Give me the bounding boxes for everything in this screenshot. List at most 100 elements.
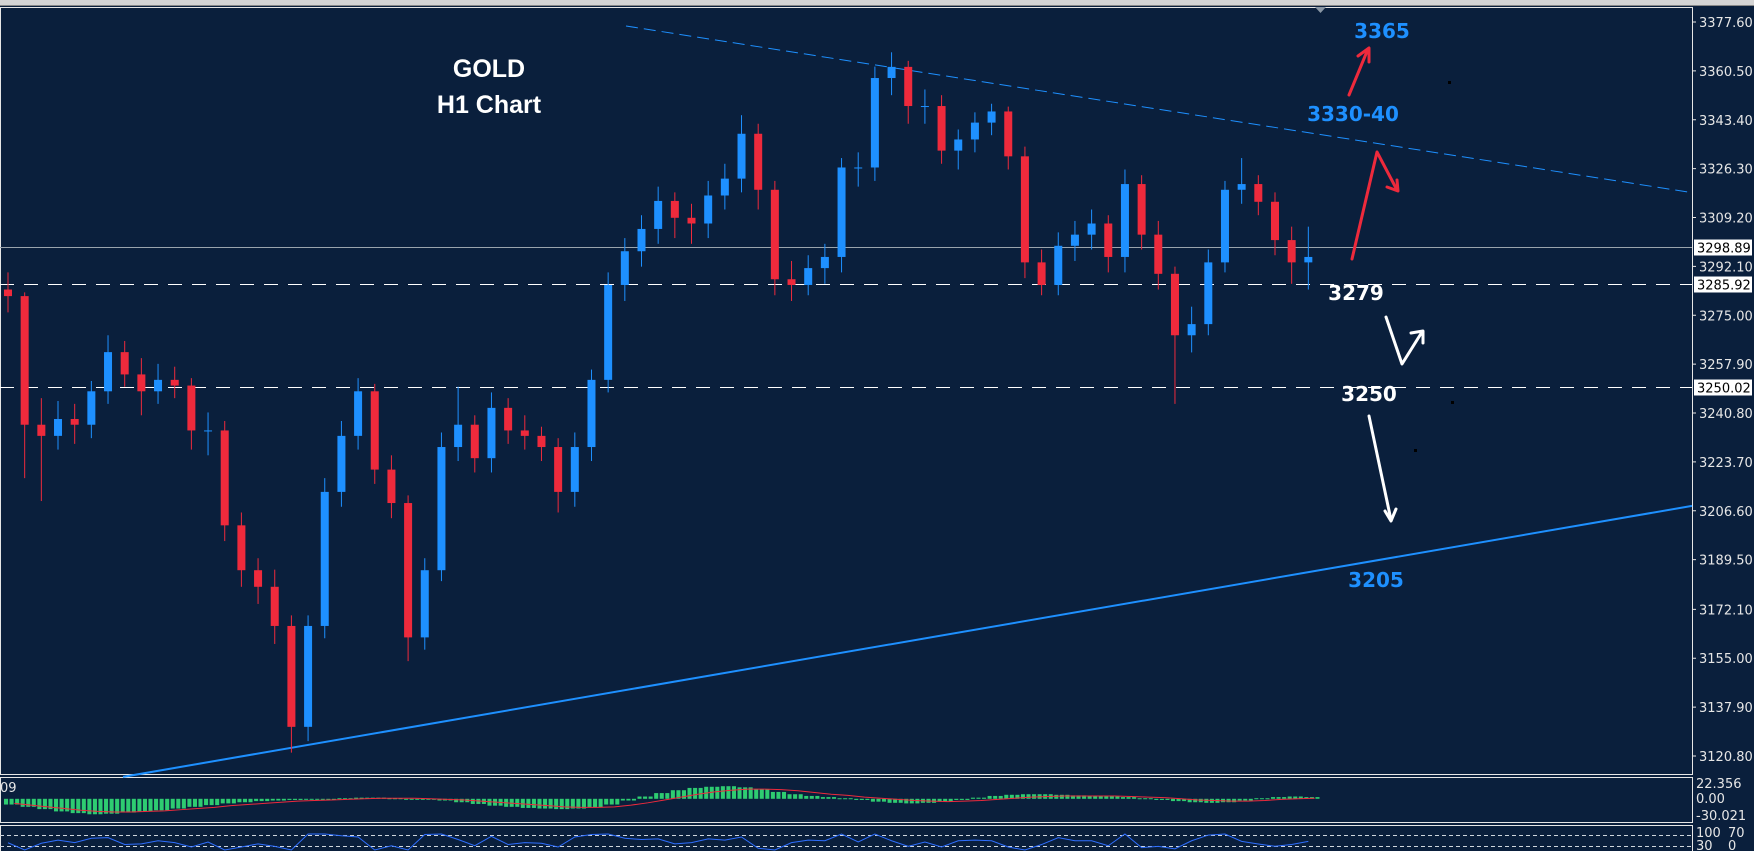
- macd-histogram-bar: [409, 798, 414, 800]
- candle-body: [1037, 262, 1046, 285]
- y-tick-label: 3189.50: [1699, 554, 1753, 569]
- candle-body: [37, 424, 46, 436]
- macd-histogram-bar: [87, 798, 92, 815]
- candle-body: [987, 111, 996, 123]
- macd-histogram-bar: [1293, 796, 1298, 799]
- candle-body: [437, 447, 446, 571]
- y-tick-label: 3137.90: [1699, 701, 1753, 716]
- macd-histogram-bar: [1276, 797, 1281, 799]
- candle: [54, 401, 63, 450]
- macd-histogram-bar: [1098, 795, 1103, 799]
- candle-body: [787, 279, 796, 285]
- candle: [954, 129, 963, 170]
- macd-histogram-bar: [1248, 798, 1253, 801]
- candle-body: [204, 430, 213, 432]
- macd-histogram-bar: [1159, 798, 1164, 800]
- candle: [854, 152, 863, 187]
- chart-subtitle: H1 Chart: [437, 91, 542, 119]
- candle: [470, 415, 479, 473]
- macd-histogram-bar: [793, 794, 798, 799]
- candle-body: [804, 268, 813, 285]
- candle: [570, 432, 579, 507]
- macd-histogram-bar: [1076, 795, 1081, 799]
- chart-shift-marker-icon[interactable]: [1315, 7, 1326, 13]
- macd-histogram-bar: [937, 798, 942, 802]
- candle-body: [404, 503, 413, 638]
- candle-body: [20, 296, 29, 425]
- macd-histogram-bar: [165, 798, 170, 811]
- macd-histogram-bar: [959, 798, 964, 800]
- price-level-tag-text: 3298.89: [1697, 242, 1751, 257]
- candle-body: [1120, 184, 1129, 257]
- macd-histogram-bar: [737, 787, 742, 799]
- macd-histogram-bar: [459, 798, 464, 803]
- macd-histogram-bar: [9, 798, 14, 805]
- y-tick-label: 3309.20: [1699, 212, 1753, 227]
- candle: [1154, 220, 1163, 290]
- macd-histogram-bar: [831, 797, 837, 799]
- candle: [87, 380, 96, 439]
- macd-histogram-bar: [359, 797, 364, 799]
- macd-histogram-bar: [1298, 796, 1303, 799]
- candle-body: [587, 379, 596, 448]
- candle-body: [1070, 234, 1079, 246]
- candle-body: [487, 407, 496, 459]
- macd-histogram-bar: [1004, 794, 1009, 799]
- macd-histogram-bar: [604, 798, 609, 805]
- candle-body: [954, 139, 963, 151]
- candle: [37, 398, 46, 502]
- red-arrow-up-to-3365-icon: [1347, 46, 1371, 97]
- macd-histogram-bar: [665, 793, 670, 799]
- macd-histogram-bar: [1143, 798, 1148, 800]
- macd-histogram-bar: [676, 790, 681, 799]
- macd-histogram-bar: [220, 798, 225, 804]
- candle-body: [1170, 273, 1179, 336]
- macd-histogram-bar: [681, 790, 687, 799]
- macd-histogram-bar: [943, 798, 948, 802]
- macd-histogram-bar: [1259, 798, 1264, 800]
- candle: [270, 569, 279, 644]
- candle: [770, 180, 779, 296]
- candle-body: [287, 625, 296, 727]
- annotation-3279: 3279: [1328, 281, 1384, 305]
- candle: [737, 115, 746, 193]
- macd-histogram-bar: [1315, 797, 1320, 799]
- macd-histogram-bar: [176, 798, 181, 809]
- macd-histogram-bar: [715, 786, 720, 799]
- candle: [654, 186, 663, 244]
- macd-histogram-bar: [331, 798, 336, 800]
- macd-histogram-bar: [404, 798, 409, 800]
- macd-histogram-bar: [31, 798, 36, 807]
- macd-histogram-bar: [815, 795, 820, 799]
- candle: [170, 366, 179, 399]
- candle-body: [304, 625, 313, 727]
- macd-histogram-bar: [1270, 797, 1276, 799]
- main-panel-frame: [0, 7, 1693, 775]
- candle-body: [1287, 240, 1296, 263]
- macd-histogram-bar: [1126, 797, 1131, 799]
- macd-histogram-bar: [59, 798, 64, 812]
- candle-body: [637, 228, 646, 252]
- candle-body: [1254, 184, 1263, 202]
- candle-body: [670, 200, 679, 218]
- macd-histogram-bar: [148, 798, 153, 812]
- macd-histogram-bar: [576, 798, 581, 809]
- macd-histogram-bar: [1204, 798, 1209, 803]
- y-tick-label: 3292.10: [1699, 260, 1753, 275]
- candle-body: [887, 66, 896, 79]
- candle-body: [537, 435, 546, 448]
- macd-histogram-bar: [1254, 798, 1259, 800]
- candle-body: [1020, 156, 1029, 263]
- candle: [337, 421, 346, 507]
- macd-histogram-bar: [487, 798, 492, 806]
- candle-body: [70, 419, 79, 425]
- candle-body: [970, 122, 979, 140]
- price-level-tag: [1694, 239, 1752, 256]
- macd-histogram-bar: [1026, 794, 1031, 799]
- macd-histogram-bar: [1070, 795, 1075, 799]
- macd-histogram-bar: [1243, 798, 1248, 801]
- macd-histogram-bar: [559, 798, 564, 810]
- candle-body: [1204, 262, 1213, 325]
- price-level-tag-text: 3285.92: [1697, 279, 1751, 294]
- macd-histogram-bar: [987, 795, 992, 799]
